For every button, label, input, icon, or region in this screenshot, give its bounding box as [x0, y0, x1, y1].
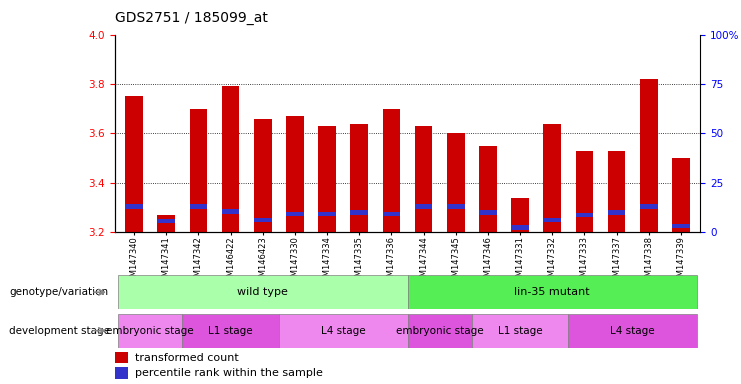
Text: genotype/variation: genotype/variation	[9, 287, 108, 297]
Bar	[125, 96, 143, 232]
Bar	[672, 224, 690, 228]
Text: embryonic stage: embryonic stage	[107, 326, 194, 336]
Bar	[182, 314, 279, 348]
Bar	[222, 86, 239, 232]
Text: embryonic stage: embryonic stage	[396, 326, 484, 336]
Text: L1 stage: L1 stage	[498, 326, 542, 336]
Text: wild type: wild type	[237, 287, 288, 297]
Text: lin-35 mutant: lin-35 mutant	[514, 287, 590, 297]
Bar	[576, 151, 594, 232]
Text: percentile rank within the sample: percentile rank within the sample	[136, 368, 323, 378]
Bar	[190, 109, 207, 232]
Bar	[672, 158, 690, 232]
Bar	[118, 314, 182, 348]
Bar	[279, 314, 408, 348]
Bar	[319, 212, 336, 216]
Bar	[408, 275, 697, 309]
Bar	[479, 146, 496, 232]
Bar	[115, 352, 127, 363]
Bar	[472, 314, 568, 348]
Bar	[640, 204, 657, 209]
Bar	[608, 151, 625, 232]
Bar	[640, 79, 657, 232]
Bar	[408, 314, 472, 348]
Bar	[479, 210, 496, 215]
Bar	[319, 126, 336, 232]
Bar	[511, 225, 529, 230]
Bar	[118, 275, 408, 309]
Text: GDS2751 / 185099_at: GDS2751 / 185099_at	[115, 11, 268, 25]
Bar	[350, 210, 368, 215]
Bar	[286, 212, 304, 216]
Bar	[511, 198, 529, 232]
Bar	[286, 116, 304, 232]
Bar	[190, 204, 207, 209]
Bar	[125, 204, 143, 209]
Bar	[576, 213, 594, 217]
Text: L4 stage: L4 stage	[611, 326, 655, 336]
Bar	[415, 204, 433, 209]
Bar	[382, 212, 400, 216]
Bar	[543, 218, 561, 222]
Bar	[447, 133, 465, 232]
Bar	[568, 314, 697, 348]
Bar	[608, 210, 625, 215]
Text: transformed count: transformed count	[136, 353, 239, 362]
Text: L4 stage: L4 stage	[321, 326, 365, 336]
Bar	[222, 209, 239, 214]
Bar	[254, 218, 272, 222]
Bar	[254, 119, 272, 232]
Bar	[447, 204, 465, 209]
Bar	[415, 126, 433, 232]
Text: development stage: development stage	[9, 326, 110, 336]
Text: L1 stage: L1 stage	[208, 326, 253, 336]
Bar	[158, 215, 175, 232]
Bar	[543, 124, 561, 232]
Bar	[158, 219, 175, 223]
Bar	[382, 109, 400, 232]
Bar	[115, 367, 127, 379]
Bar	[350, 124, 368, 232]
